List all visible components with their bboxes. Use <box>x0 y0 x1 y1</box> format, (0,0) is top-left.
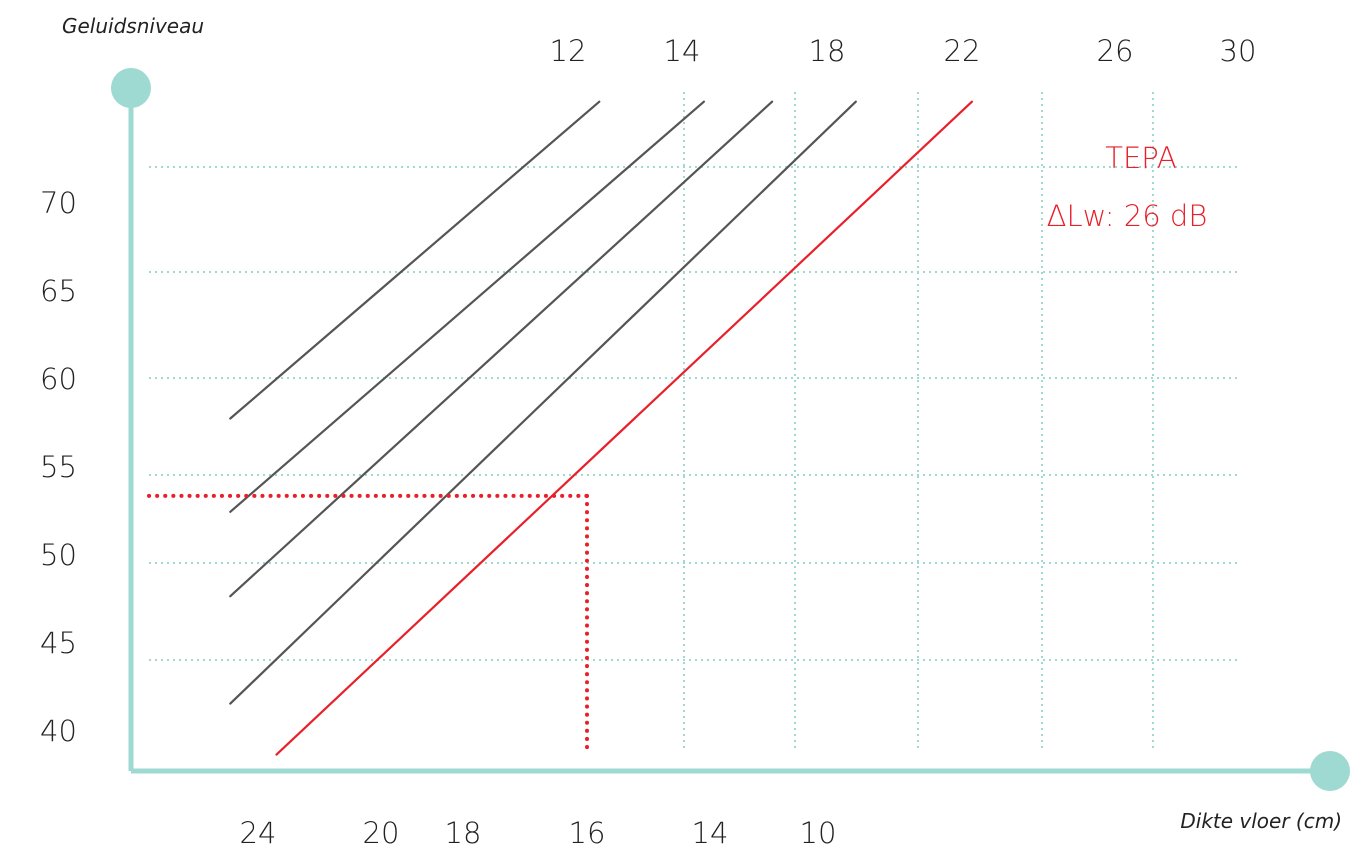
x-tick-labels: 24 20 18 16 14 10 <box>240 816 837 849</box>
top-label: 26 <box>1097 34 1134 68</box>
series-line-14 <box>229 100 706 513</box>
x-axis-end-dot <box>1310 751 1350 791</box>
x-axis-title: Dikte vloer (cm) <box>1180 809 1342 833</box>
y-tick-label: 50 <box>40 538 77 572</box>
y-tick-label: 65 <box>40 274 77 308</box>
x-tick-label: 10 <box>800 816 837 849</box>
series-line-22 <box>229 100 857 705</box>
y-tick-label: 45 <box>40 626 77 660</box>
series-line-12 <box>229 100 601 420</box>
y-tick-label: 55 <box>40 450 77 484</box>
y-tick-label: 60 <box>40 362 77 396</box>
axes <box>111 68 1350 791</box>
x-tick-label: 18 <box>445 816 482 849</box>
x-tick-label: 24 <box>240 816 277 849</box>
x-tick-label: 16 <box>569 816 606 849</box>
series-line-26 <box>275 100 974 756</box>
top-label: 22 <box>944 34 981 68</box>
reference-lines <box>147 493 589 752</box>
top-label: 14 <box>664 34 701 68</box>
top-label: 12 <box>550 34 587 68</box>
annotation-delta-lw: ΔLw: 26 dB <box>1047 199 1208 233</box>
series-layer <box>229 100 974 756</box>
x-tick-label: 14 <box>692 816 729 849</box>
x-tick-label: 20 <box>363 816 400 849</box>
top-label: 18 <box>809 34 846 68</box>
top-labels: 12 14 18 22 26 30 <box>550 34 1257 68</box>
y-tick-label: 40 <box>40 714 77 748</box>
annotation-tepa: TEPA <box>1105 141 1177 175</box>
y-axis-title: Geluidsniveau <box>62 14 204 38</box>
series-line-18 <box>229 100 774 598</box>
y-tick-labels: 70 65 60 55 50 45 40 <box>40 186 77 748</box>
y-tick-label: 70 <box>40 186 77 220</box>
y-axis-end-dot <box>111 68 151 108</box>
top-label: 30 <box>1220 34 1257 68</box>
grid <box>149 92 1237 752</box>
